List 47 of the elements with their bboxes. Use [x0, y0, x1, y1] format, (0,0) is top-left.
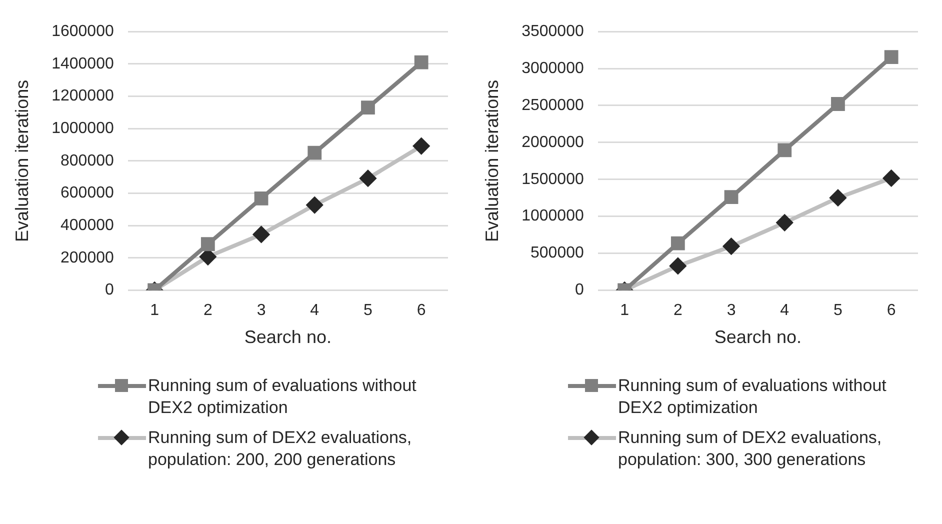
- point: [361, 100, 375, 115]
- y-tick-label: 0: [104, 282, 114, 299]
- x-tick-label: 3: [256, 302, 266, 320]
- x-tick-label: 4: [310, 302, 320, 320]
- legend-label: Running sum of evaluations without DEX2 optimization: [618, 375, 888, 419]
- point: [254, 191, 268, 206]
- y-tick-label: 1600000: [52, 23, 114, 40]
- point: [414, 55, 428, 70]
- x-tick-label: 1: [620, 302, 630, 320]
- x-tick-label: 6: [416, 302, 426, 320]
- legend-label: Running sum of DEX2 evaluations, population: 300, 300 generations: [618, 427, 883, 471]
- y-tick-label: 0: [574, 282, 584, 299]
- x-tick-label: 3: [726, 302, 736, 320]
- x-tick-label: 5: [834, 302, 843, 320]
- point: [200, 237, 215, 252]
- point: [884, 50, 898, 64]
- x-tick-label: 2: [203, 302, 212, 320]
- x-tick-label: 2: [673, 302, 682, 320]
- y-tick-label: 1000000: [522, 208, 584, 225]
- y-tick-label: 800000: [60, 152, 114, 170]
- y-tick-label: 1200000: [52, 88, 114, 105]
- legend-label: Running sum of DEX2 evaluations, population: 200, 200 generations: [148, 427, 413, 471]
- point: [778, 143, 792, 158]
- x-tick-label: 4: [780, 302, 790, 320]
- y-tick-label: 3000000: [522, 60, 584, 77]
- x-tick-label: 1: [150, 302, 160, 320]
- point: [724, 190, 738, 204]
- y-tick-label: 1000000: [52, 120, 114, 137]
- x-tick-label: 5: [364, 302, 373, 320]
- y-tick-label: 2000000: [522, 134, 584, 151]
- y-tick-label: 500000: [530, 244, 584, 262]
- y-axis-title: Evaluation iterations: [482, 80, 502, 242]
- x-tick-label: 6: [886, 302, 896, 320]
- legend-label: Running sum of evaluations without DEX2 optimization: [148, 375, 418, 419]
- point: [670, 236, 685, 250]
- y-tick-label: 3500000: [522, 23, 584, 40]
- y-tick-label: 200000: [60, 249, 114, 266]
- y-axis-title: Evaluation iterations: [12, 80, 32, 242]
- y-tick-label: 600000: [60, 184, 114, 202]
- x-axis-title: Search no.: [714, 327, 802, 348]
- point: [831, 97, 845, 111]
- point: [308, 146, 322, 160]
- y-tick-label: 2500000: [522, 96, 584, 114]
- x-axis-title: Search no.: [244, 327, 332, 348]
- y-tick-label: 400000: [60, 216, 114, 234]
- y-tick-label: 1400000: [52, 55, 114, 72]
- y-tick-label: 1500000: [522, 170, 584, 188]
